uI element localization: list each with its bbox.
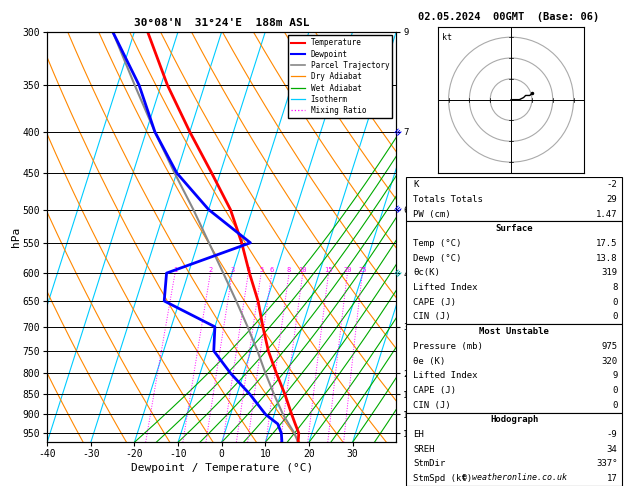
Text: 20: 20 bbox=[343, 267, 352, 273]
Text: 337°: 337° bbox=[596, 459, 618, 469]
Text: © weatheronline.co.uk: © weatheronline.co.uk bbox=[462, 473, 567, 482]
Text: -9: -9 bbox=[607, 430, 618, 439]
Text: 0: 0 bbox=[612, 400, 618, 410]
Text: Surface: Surface bbox=[496, 225, 533, 233]
Text: 1.47: 1.47 bbox=[596, 209, 618, 219]
X-axis label: Dewpoint / Temperature (°C): Dewpoint / Temperature (°C) bbox=[131, 463, 313, 473]
Text: 320: 320 bbox=[601, 357, 618, 365]
Text: ≡: ≡ bbox=[393, 126, 404, 138]
Text: 17: 17 bbox=[607, 474, 618, 483]
Text: 13.8: 13.8 bbox=[596, 254, 618, 263]
Text: 0: 0 bbox=[612, 298, 618, 307]
Text: 25: 25 bbox=[358, 267, 367, 273]
Text: StmSpd (kt): StmSpd (kt) bbox=[413, 474, 472, 483]
Text: CAPE (J): CAPE (J) bbox=[413, 386, 456, 395]
Text: 319: 319 bbox=[601, 268, 618, 278]
Text: Totals Totals: Totals Totals bbox=[413, 195, 483, 204]
Text: 17.5: 17.5 bbox=[596, 239, 618, 248]
Text: Most Unstable: Most Unstable bbox=[479, 327, 549, 336]
Text: 0: 0 bbox=[612, 386, 618, 395]
Text: 02.05.2024  00GMT  (Base: 06): 02.05.2024 00GMT (Base: 06) bbox=[418, 12, 599, 22]
Text: 6: 6 bbox=[270, 267, 274, 273]
Bar bbox=[406, 324, 622, 413]
Text: 34: 34 bbox=[607, 445, 618, 454]
Text: StmDir: StmDir bbox=[413, 459, 445, 469]
Text: EH: EH bbox=[413, 430, 424, 439]
Text: 8: 8 bbox=[612, 283, 618, 292]
Y-axis label: km
ASL: km ASL bbox=[411, 227, 428, 246]
Text: 1: 1 bbox=[173, 267, 177, 273]
Text: CIN (J): CIN (J) bbox=[413, 400, 451, 410]
Text: 0: 0 bbox=[612, 312, 618, 322]
Text: 29: 29 bbox=[607, 195, 618, 204]
Text: 2: 2 bbox=[208, 267, 213, 273]
Text: 15: 15 bbox=[325, 267, 333, 273]
Title: 30°08'N  31°24'E  188m ASL: 30°08'N 31°24'E 188m ASL bbox=[134, 18, 309, 28]
Text: 5: 5 bbox=[259, 267, 264, 273]
Text: 3: 3 bbox=[230, 267, 235, 273]
Text: PW (cm): PW (cm) bbox=[413, 209, 451, 219]
Text: ≡: ≡ bbox=[393, 204, 404, 215]
Text: Dewp (°C): Dewp (°C) bbox=[413, 254, 462, 263]
Text: 10: 10 bbox=[299, 267, 307, 273]
Text: ≡: ≡ bbox=[393, 267, 404, 279]
Text: hPa: hPa bbox=[11, 227, 21, 247]
Bar bbox=[406, 413, 622, 486]
Text: Hodograph: Hodograph bbox=[490, 416, 538, 424]
Text: θe (K): θe (K) bbox=[413, 357, 445, 365]
Text: LCL: LCL bbox=[518, 429, 533, 438]
Text: K: K bbox=[413, 180, 418, 189]
Text: Lifted Index: Lifted Index bbox=[413, 283, 477, 292]
Text: 975: 975 bbox=[601, 342, 618, 351]
Text: kt: kt bbox=[442, 33, 452, 42]
Bar bbox=[406, 222, 622, 324]
Text: 9: 9 bbox=[612, 371, 618, 380]
Text: -2: -2 bbox=[607, 180, 618, 189]
Text: Lifted Index: Lifted Index bbox=[413, 371, 477, 380]
Text: Temp (°C): Temp (°C) bbox=[413, 239, 462, 248]
Text: SREH: SREH bbox=[413, 445, 435, 454]
Text: 8: 8 bbox=[287, 267, 291, 273]
Text: θc(K): θc(K) bbox=[413, 268, 440, 278]
Text: Pressure (mb): Pressure (mb) bbox=[413, 342, 483, 351]
Text: 4: 4 bbox=[246, 267, 250, 273]
Text: CIN (J): CIN (J) bbox=[413, 312, 451, 322]
Text: CAPE (J): CAPE (J) bbox=[413, 298, 456, 307]
Bar bbox=[406, 177, 622, 222]
Legend: Temperature, Dewpoint, Parcel Trajectory, Dry Adiabat, Wet Adiabat, Isotherm, Mi: Temperature, Dewpoint, Parcel Trajectory… bbox=[288, 35, 392, 118]
